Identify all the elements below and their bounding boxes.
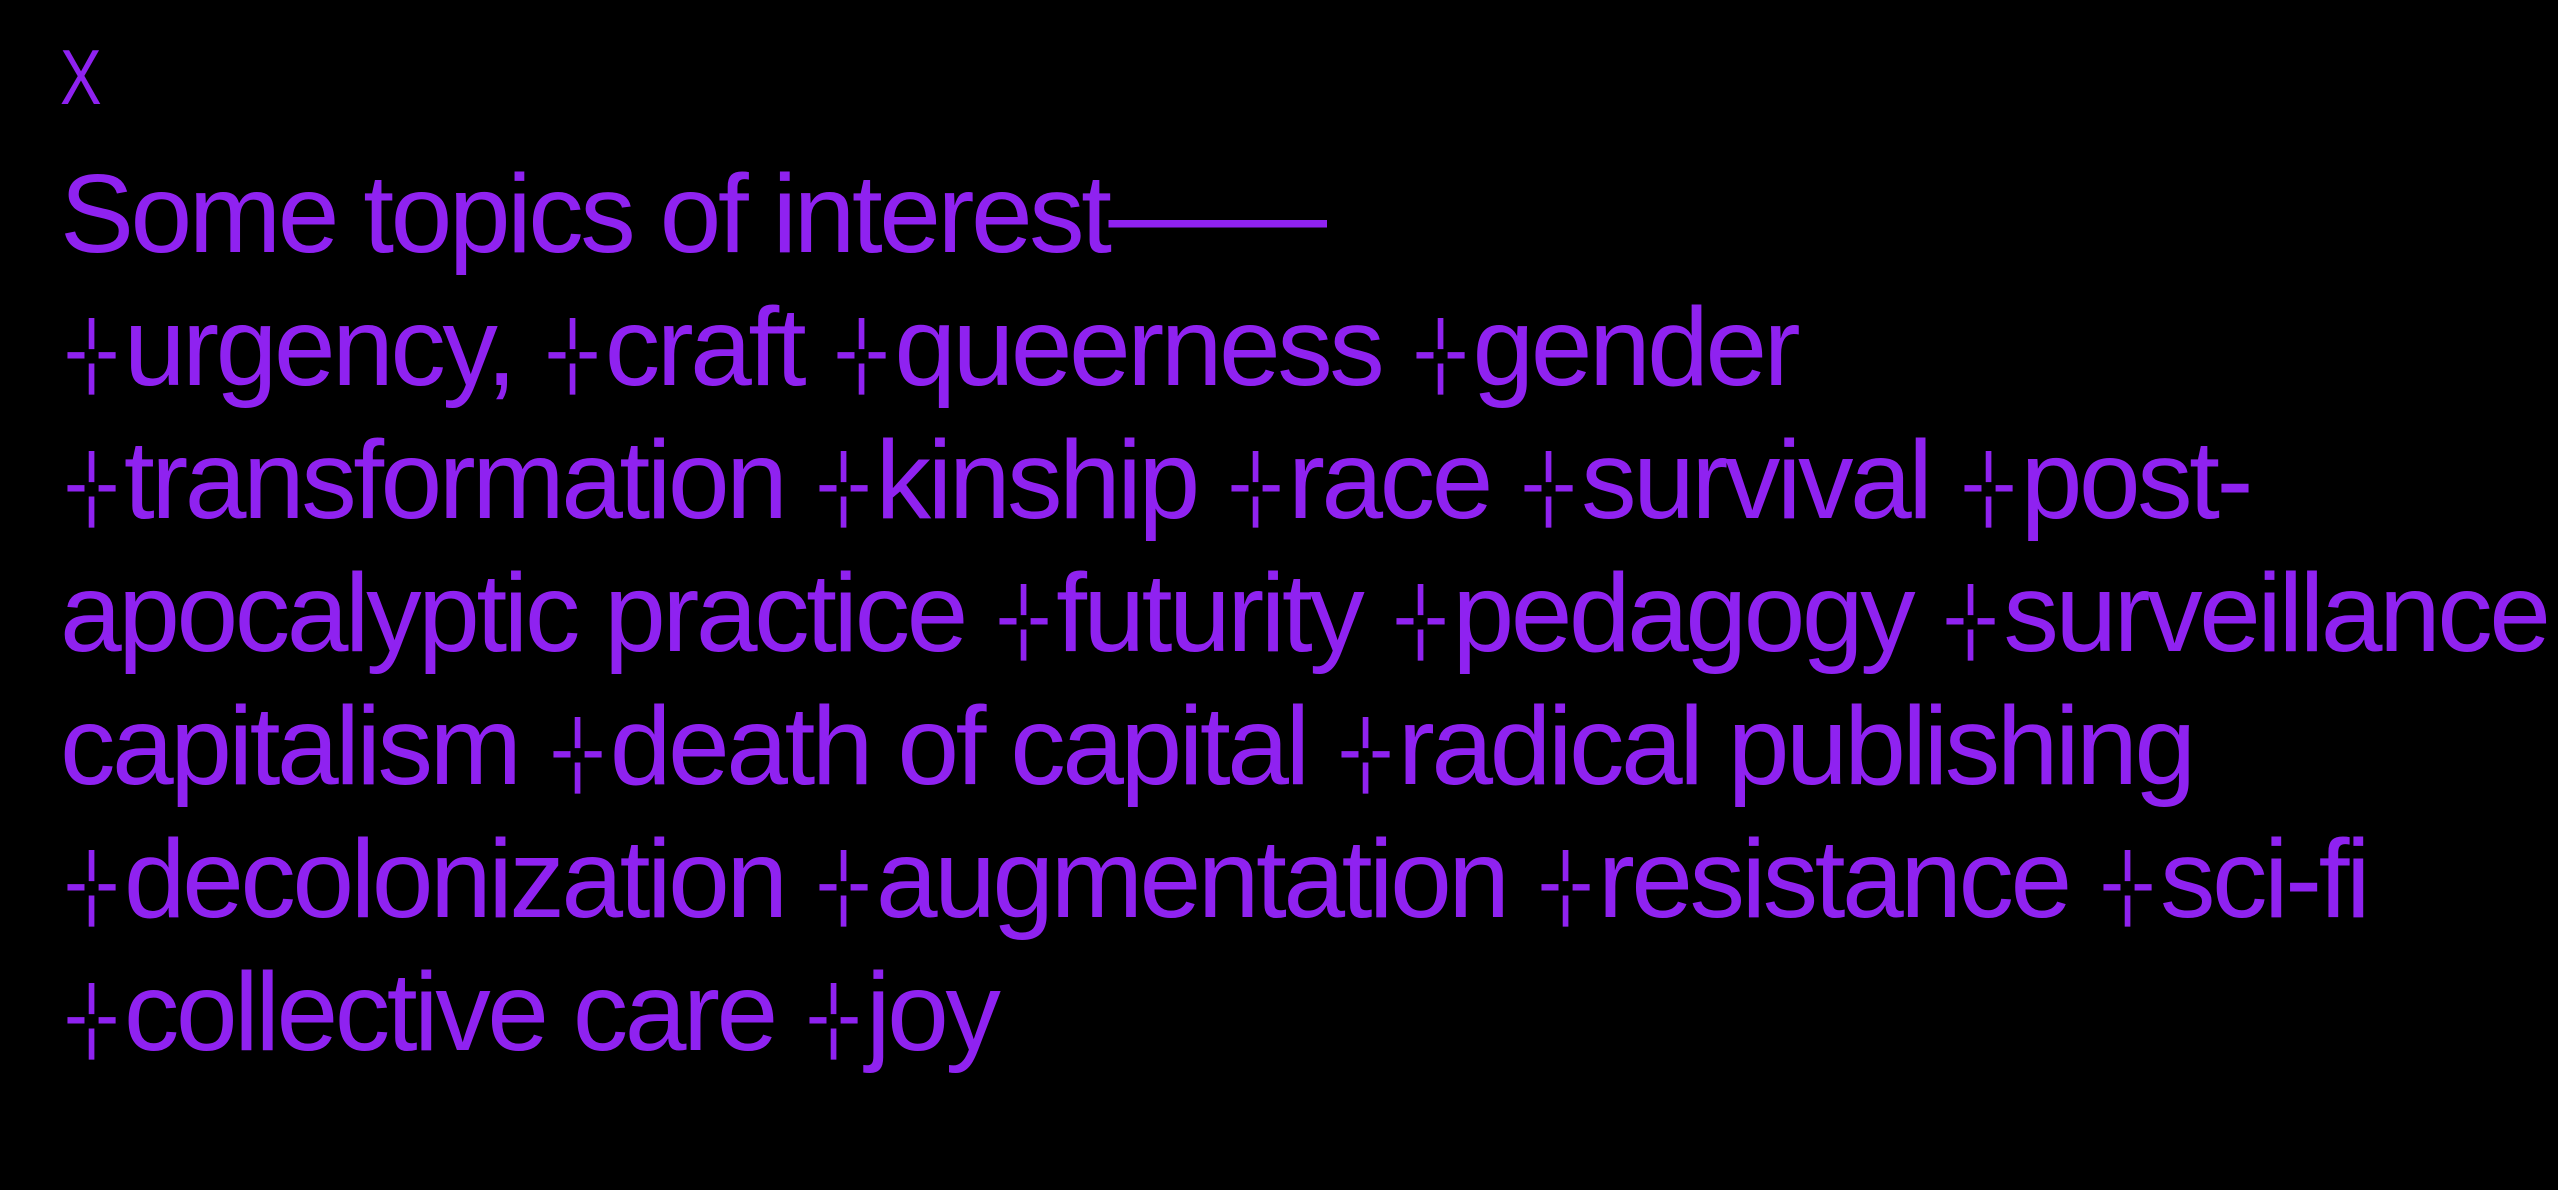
sparkle-icon: -¦- — [1228, 437, 1282, 528]
topic-item: collective care — [123, 950, 778, 1074]
topic-item: survival — [1581, 418, 1933, 542]
topic-line: -¦-decolonization -¦-augmentation -¦-res… — [60, 813, 2520, 946]
topic-item: joy — [865, 950, 1001, 1074]
topic-line: -¦-transformation -¦-kinship -¦-race -¦-… — [60, 414, 2520, 547]
topic-item: decolonization — [123, 817, 788, 941]
sparkle-icon: -¦- — [806, 969, 860, 1060]
sparkle-icon: -¦- — [64, 969, 118, 1060]
topic-line: -¦-urgency, -¦-craft -¦-queerness -¦-gen… — [60, 281, 2520, 414]
topic-item: gender — [1472, 285, 1800, 409]
topic-item: kinship — [875, 418, 1201, 542]
topic-item: post- — [2020, 418, 2254, 542]
sparkle-icon: -¦- — [64, 304, 118, 395]
topic-item: transformation — [123, 418, 788, 542]
sparkle-icon: -¦- — [2100, 836, 2154, 927]
topic-item: craft — [604, 285, 807, 409]
topic-item: sci-fi — [2159, 817, 2371, 941]
topic-line: -¦-collective care -¦-joy — [60, 946, 2520, 1079]
sparkle-icon: -¦- — [545, 304, 599, 395]
topic-item: apocalyptic practice — [60, 551, 968, 675]
topics-list: Some topics of interest—— -¦-urgency, -¦… — [60, 148, 2551, 1079]
sparkle-icon: -¦- — [816, 437, 870, 528]
sparkle-icon: -¦- — [1412, 304, 1467, 395]
sparkle-icon: -¦- — [1943, 570, 1998, 661]
close-button[interactable]: X — [60, 33, 102, 121]
topic-item: queerness — [894, 285, 1384, 409]
sparkle-icon: -¦- — [1392, 570, 1447, 661]
topic-item: radical publishing — [1397, 684, 2196, 808]
sparkle-icon: -¦- — [1521, 437, 1576, 528]
topic-line: apocalyptic practice -¦-futurity -¦-peda… — [60, 547, 2551, 680]
sparkle-icon: -¦- — [64, 437, 118, 528]
topic-line: capitalism -¦-death of capital -¦-radica… — [60, 680, 2520, 813]
topic-item: race — [1287, 418, 1493, 542]
topic-lines: -¦-urgency, -¦-craft -¦-queerness -¦-gen… — [60, 281, 2551, 1079]
sparkle-icon: -¦- — [816, 836, 870, 927]
sparkle-icon: -¦- — [550, 703, 604, 794]
topic-item: death of capital — [609, 684, 1310, 808]
sparkle-icon: -¦- — [64, 836, 118, 927]
topic-item: resistance — [1597, 817, 2072, 941]
sparkle-icon: -¦- — [834, 304, 889, 395]
sparkle-icon: -¦- — [1338, 703, 1392, 794]
topic-item: pedagogy — [1452, 551, 1915, 675]
sparkle-icon: -¦- — [1961, 437, 2015, 528]
topics-panel: X Some topics of interest—— -¦-urgency, … — [60, 33, 2551, 1079]
topic-item: capitalism — [60, 684, 522, 808]
topics-heading: Some topics of interest—— — [60, 152, 1327, 276]
topic-item: urgency, — [123, 285, 517, 409]
sparkle-icon: -¦- — [996, 570, 1051, 661]
sparkle-icon: -¦- — [1538, 836, 1592, 927]
topic-item: futurity — [1056, 551, 1365, 675]
topic-item: surveillance — [2003, 551, 2551, 675]
topic-item: augmentation — [875, 817, 1510, 941]
